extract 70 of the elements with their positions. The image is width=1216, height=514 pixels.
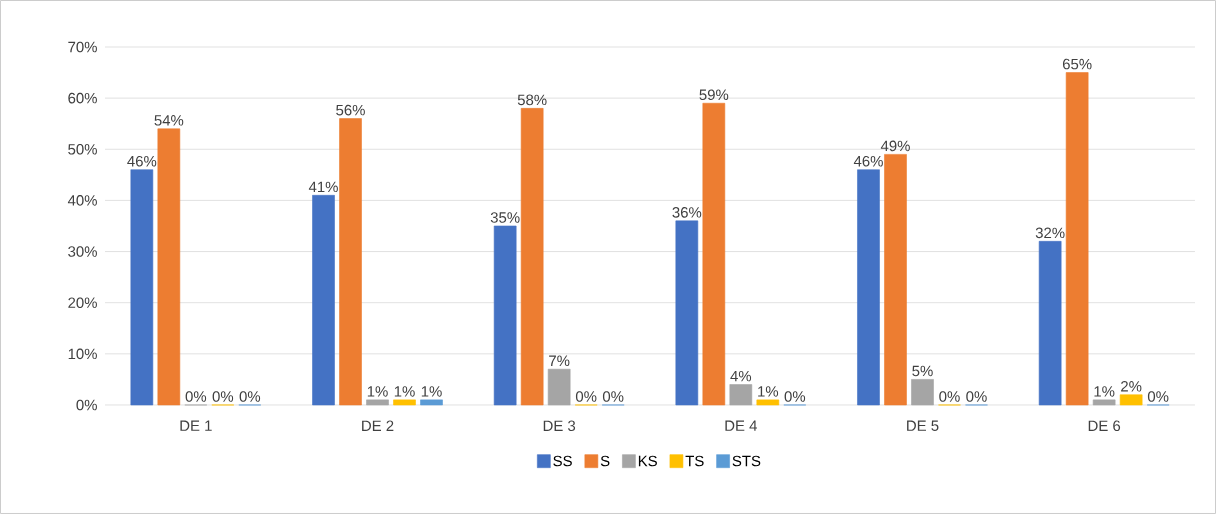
data-label: 1% — [1094, 386, 1115, 397]
y-tick-label: 60% — [68, 92, 97, 104]
bar — [366, 399, 389, 406]
x-tick-label: DE 3 — [543, 420, 576, 432]
bar — [1119, 394, 1143, 406]
bar — [729, 384, 753, 406]
y-tick-label: 0% — [76, 399, 97, 411]
bar — [702, 102, 726, 406]
bar — [911, 379, 934, 406]
legend-label: S — [600, 455, 610, 467]
data-label: 56% — [336, 104, 365, 116]
bar — [756, 399, 780, 406]
y-tick-label: 10% — [68, 348, 97, 360]
data-label: 32% — [1035, 227, 1065, 239]
x-tick-label: DE 5 — [907, 420, 939, 431]
x-tick-label: DE 4 — [725, 420, 757, 431]
data-label: 0% — [575, 391, 597, 402]
bar — [1038, 241, 1062, 406]
bar — [312, 195, 335, 406]
data-label: 54% — [154, 115, 184, 126]
data-label: 65% — [1062, 58, 1092, 70]
data-label: 2% — [1121, 381, 1142, 392]
y-tick-label: 30% — [68, 246, 97, 257]
data-label: 59% — [699, 89, 729, 101]
bar — [857, 169, 880, 406]
data-label: 49% — [880, 140, 910, 152]
data-label: 35% — [490, 212, 520, 223]
legend-label: SS — [553, 455, 572, 467]
x-tick-label: DE 1 — [180, 420, 212, 431]
data-label: 1% — [421, 386, 442, 397]
data-label: 0% — [239, 391, 261, 402]
data-label: 1% — [367, 386, 388, 397]
data-label: 58% — [517, 94, 547, 106]
x-tick-label: DE 6 — [1088, 420, 1121, 432]
y-tick-label: 40% — [67, 195, 97, 206]
data-label: 46% — [853, 155, 883, 167]
legend-label: TS — [685, 455, 704, 467]
data-label: 1% — [758, 386, 779, 397]
data-label: 1% — [394, 386, 415, 397]
data-label: 7% — [549, 355, 570, 366]
data-label: 0% — [784, 391, 806, 402]
bar — [393, 399, 416, 406]
bar — [884, 154, 907, 406]
bar — [130, 169, 154, 406]
bar — [493, 225, 517, 406]
data-label: 0% — [185, 391, 207, 402]
y-tick-label: 20% — [68, 297, 97, 308]
bar — [420, 399, 443, 406]
legend-label: STS — [732, 455, 761, 467]
bar — [520, 108, 544, 406]
data-label: 41% — [308, 181, 338, 193]
legend-label: KS — [638, 455, 657, 467]
data-label: 5% — [912, 365, 933, 377]
data-label: 36% — [672, 207, 702, 218]
bar — [339, 118, 362, 406]
bar — [157, 128, 181, 406]
data-label: 4% — [730, 370, 752, 382]
data-label: 0% — [966, 391, 987, 402]
data-label: 0% — [939, 391, 960, 402]
data-label: 0% — [1147, 391, 1169, 402]
y-tick-label: 70% — [68, 41, 97, 53]
bar — [675, 220, 699, 406]
data-label: 0% — [602, 391, 624, 402]
x-tick-label: DE 2 — [362, 420, 394, 431]
data-label: 46% — [127, 155, 157, 167]
data-label: 0% — [212, 391, 234, 402]
bar — [1065, 72, 1089, 406]
bar — [547, 368, 571, 406]
y-tick-label: 50% — [68, 143, 97, 155]
bar — [1092, 399, 1116, 406]
